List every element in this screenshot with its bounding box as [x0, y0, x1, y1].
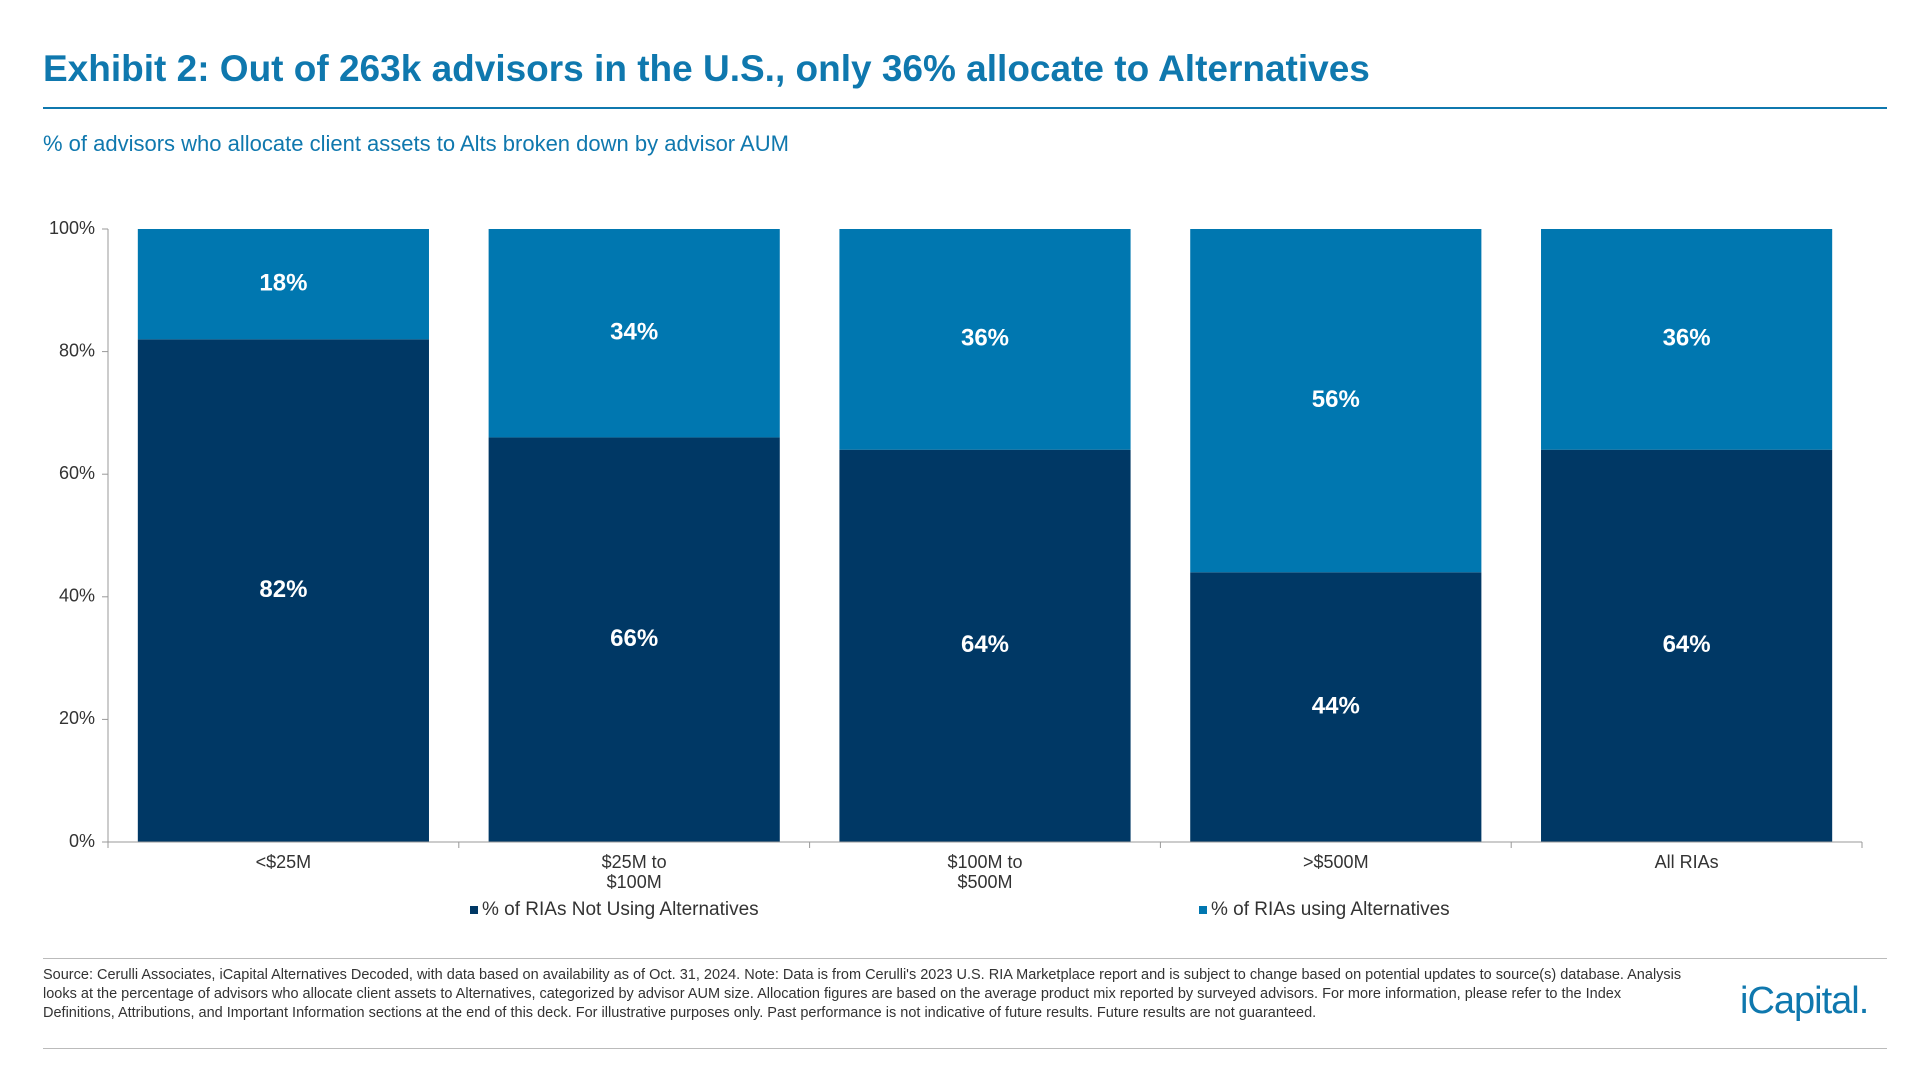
- x-tick-label: $25M to $100M: [601, 852, 667, 892]
- data-label: 82%: [259, 576, 307, 603]
- bar-segment: [488, 437, 780, 842]
- chart-title: Exhibit 2: Out of 263k advisors in the U…: [43, 48, 1370, 89]
- x-tick-label: $100M to $500M: [947, 852, 1023, 892]
- data-label: 64%: [1663, 631, 1711, 658]
- data-label: 36%: [1663, 325, 1711, 352]
- data-label: 66%: [610, 625, 658, 652]
- bar-segment: [1541, 449, 1833, 842]
- bar-segment: [488, 229, 780, 438]
- legend-swatch: [1199, 906, 1207, 914]
- bar-segment: [137, 339, 429, 842]
- bar-segment: [1190, 229, 1482, 573]
- legend-item: % of RIAs Not Using Alternatives: [470, 899, 759, 921]
- data-label: 18%: [259, 270, 307, 297]
- bar-segment: [839, 229, 1131, 450]
- bar-segment: [1541, 229, 1833, 450]
- data-label: 34%: [610, 319, 658, 346]
- legend-item: % of RIAs using Alternatives: [1199, 899, 1450, 921]
- legend-swatch: [470, 906, 478, 914]
- x-tick-label: >$500M: [1303, 852, 1369, 872]
- divider: [43, 1048, 1887, 1049]
- bar-segment: [839, 449, 1131, 842]
- legend-label: % of RIAs Not Using Alternatives: [482, 899, 759, 920]
- y-tick-label: 100%: [49, 218, 95, 238]
- bar-segment: [137, 229, 429, 340]
- legend-label: % of RIAs using Alternatives: [1211, 899, 1450, 920]
- bar-segment: [1190, 572, 1482, 842]
- y-tick-label: 0%: [69, 831, 95, 851]
- footnote: Source: Cerulli Associates, iCapital Alt…: [43, 967, 1682, 1021]
- y-tick-label: 60%: [59, 463, 95, 483]
- x-tick-label: All RIAs: [1654, 852, 1719, 872]
- x-tick-label: <$25M: [255, 852, 312, 872]
- data-label: 44%: [1312, 692, 1360, 719]
- y-tick-label: 40%: [59, 586, 95, 606]
- divider: [43, 958, 1887, 959]
- y-tick-label: 80%: [59, 340, 95, 360]
- data-label: 64%: [961, 631, 1009, 658]
- chart-subtitle: % of advisors who allocate client assets…: [43, 131, 789, 156]
- data-label: 36%: [961, 325, 1009, 352]
- divider: [43, 107, 1887, 109]
- data-label: 56%: [1312, 386, 1360, 413]
- logo: iCapital.: [1740, 980, 1869, 1022]
- y-tick-label: 20%: [59, 708, 95, 728]
